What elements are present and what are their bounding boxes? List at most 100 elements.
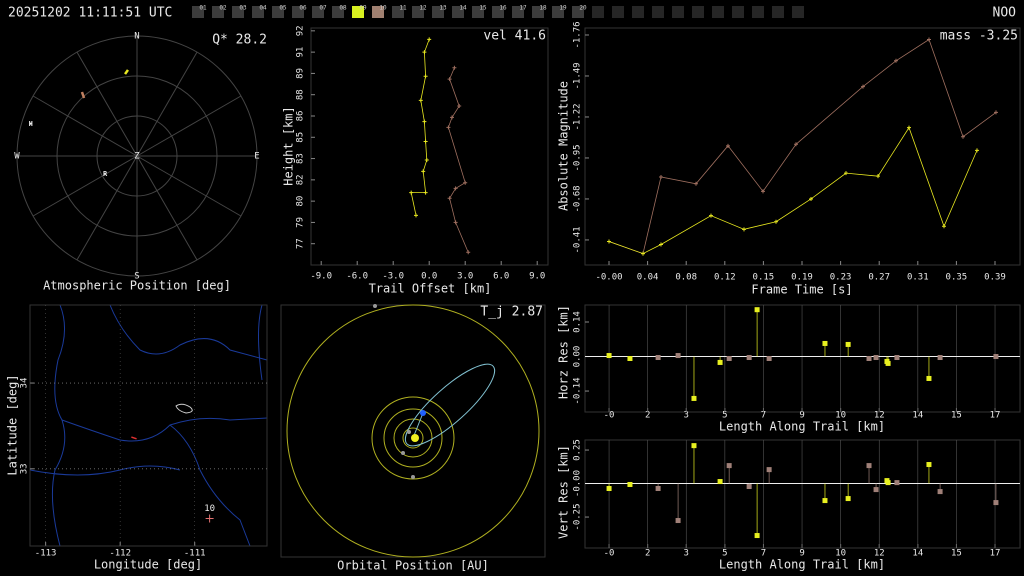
frame-label: 09 <box>359 5 367 12</box>
lake <box>175 403 193 414</box>
point-marker <box>726 143 730 148</box>
point-marker <box>423 190 428 195</box>
y-axis-label: Latitude [deg] <box>6 374 20 475</box>
earth <box>420 410 426 416</box>
point-marker <box>466 250 471 255</box>
y-tick-label: 88 <box>296 89 306 100</box>
x-tick-label: 0.19 <box>791 273 813 283</box>
marker-point <box>29 123 32 125</box>
annotation: T_j 2.87 <box>480 305 543 320</box>
residual-point <box>766 467 772 473</box>
y-tick-label: -1.49 <box>573 62 583 89</box>
point-marker <box>794 142 798 147</box>
point-marker <box>927 37 931 42</box>
residual-point <box>717 359 723 365</box>
series-line <box>608 38 997 255</box>
annotation: vel 41.6 <box>483 29 546 44</box>
x-tick-label: 0.35 <box>946 273 968 283</box>
x-tick-label: -112 <box>109 549 131 559</box>
residual-point <box>675 353 681 359</box>
point-marker <box>761 189 765 194</box>
point-marker <box>450 115 454 120</box>
point-marker <box>607 239 611 244</box>
sun <box>411 434 419 442</box>
residual-point <box>894 355 900 361</box>
y-tick-label: 77 <box>296 238 306 249</box>
y-tick-label: 91 <box>296 47 306 58</box>
frame-label: 14 <box>459 5 467 12</box>
point-marker <box>447 196 452 201</box>
point-marker <box>861 84 865 89</box>
chart-title: Atmospheric Position [deg] <box>43 279 231 293</box>
x-tick-label: 3 <box>684 549 689 559</box>
meteoroid-orbit <box>404 363 496 447</box>
x-tick-label: 5 <box>722 549 727 559</box>
x-axis-label: Longitude [deg] <box>94 558 202 572</box>
frame-strip: 01 02 03 04 05 06 07 08 09 10 11 12 13 14 15 16 17 18 19 20 <box>192 5 804 18</box>
residual-point <box>993 500 999 506</box>
x-tick-label: 6.0 <box>493 272 509 282</box>
track <box>80 91 86 99</box>
x-tick-label: 9 <box>799 411 804 421</box>
residual-point <box>655 355 661 361</box>
x-axis-label: Trail Offset [km] <box>369 282 492 296</box>
residual-point <box>885 360 891 366</box>
planet <box>407 430 411 434</box>
river <box>258 304 263 381</box>
orbit-vector <box>412 412 424 439</box>
orbit-ring <box>286 304 540 558</box>
residual-point <box>845 496 851 502</box>
polar-spoke <box>32 95 138 157</box>
marker-label: R <box>103 170 108 178</box>
frame-label: 11 <box>399 5 407 12</box>
x-tick-label: 0.12 <box>714 273 736 283</box>
y-tick-label: 82 <box>296 174 306 185</box>
residual-point <box>675 518 681 524</box>
frame-label: 03 <box>239 5 247 12</box>
x-tick-label: -111 <box>184 549 206 559</box>
x-tick-label: -3.0 <box>382 272 404 282</box>
frame-box <box>512 6 524 18</box>
frame-box <box>212 6 224 18</box>
planet <box>401 451 405 455</box>
x-tick-label: 17 <box>990 549 1001 559</box>
boundary <box>29 465 181 476</box>
polar-spoke <box>136 51 198 157</box>
residual-point <box>746 483 752 489</box>
x-tick-label: 15 <box>951 411 962 421</box>
x-tick-label: -0 <box>604 549 615 559</box>
point-marker <box>457 104 462 109</box>
frame-box <box>672 6 684 18</box>
point-marker <box>659 174 663 179</box>
frame-box <box>692 6 704 18</box>
y-tick-label: 83 <box>296 153 306 164</box>
y-tick-label: -1.76 <box>573 21 583 48</box>
point-marker <box>447 77 452 82</box>
planet <box>411 475 415 479</box>
annotation: Q* 28.2 <box>212 33 267 48</box>
river <box>169 424 251 547</box>
residual-point <box>746 355 752 361</box>
y-tick-label: 89 <box>296 68 306 79</box>
frame-box <box>292 6 304 18</box>
y-axis-label: Absolute Magnitude <box>557 81 571 211</box>
station: NOO <box>993 6 1017 21</box>
frame-box <box>712 6 724 18</box>
polar-spoke <box>136 155 198 261</box>
x-tick-label: 10 <box>835 549 846 559</box>
frame-box <box>612 6 624 18</box>
point-marker <box>709 213 713 218</box>
y-tick-label: 85 <box>296 132 306 143</box>
x-tick-label: 0.31 <box>907 273 929 283</box>
direction-label: W <box>14 152 20 162</box>
residual-point <box>873 355 879 361</box>
x-tick-label: 0.39 <box>984 273 1006 283</box>
residual-point <box>754 307 760 313</box>
x-tick-label: 14 <box>912 549 923 559</box>
series-line <box>447 67 469 253</box>
point-marker <box>975 148 979 153</box>
frame-box <box>412 6 424 18</box>
residual-point <box>691 443 697 449</box>
x-tick-label: 3.0 <box>457 272 473 282</box>
residual-point <box>866 463 872 469</box>
